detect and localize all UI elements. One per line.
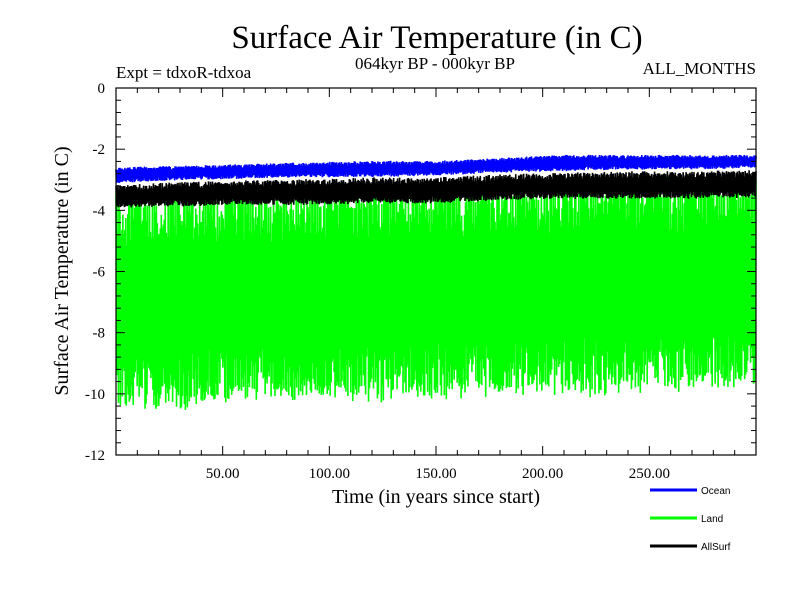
chart-title: Surface Air Temperature (in C) — [231, 20, 642, 56]
x-tick-label: 150.00 — [415, 466, 456, 482]
series-line-allsurf — [115, 170, 757, 208]
y-tick-label: -10 — [85, 387, 105, 403]
legend: Ocean Land AllSurf — [650, 486, 731, 553]
legend-label-allsurf: AllSurf — [701, 542, 731, 553]
y-tick-label: 0 — [98, 81, 106, 97]
x-axis-label: Time (in years since start) — [332, 486, 540, 508]
y-tick-label: -4 — [93, 203, 106, 219]
x-tick-label: 200.00 — [522, 466, 563, 482]
y-tick-label: -8 — [93, 326, 106, 342]
chart-subtitle-center: 064kyr BP - 000kyr BP — [355, 54, 515, 73]
x-tick-label: 50.00 — [206, 466, 240, 482]
x-tick-label: 100.00 — [309, 466, 350, 482]
series-line-ocean — [115, 154, 757, 183]
axis-layer: 50.00 100.00 150.00 200.00 250.00 0 -2 -4 -6 -8 -1… — [85, 81, 756, 482]
series-layer — [115, 154, 757, 410]
legend-label-ocean: Ocean — [701, 486, 730, 497]
y-tick-label: -12 — [85, 448, 105, 464]
chart-subtitle-left: Expt = tdxoR-tdxoa — [116, 63, 252, 82]
y-axis-label: Surface Air Temperature (in C) — [51, 146, 73, 395]
chart-subtitle-right: ALL_MONTHS — [643, 59, 756, 78]
y-tick-label: -6 — [93, 265, 106, 281]
y-tick-label: -2 — [93, 142, 106, 158]
x-tick-label: 250.00 — [629, 466, 670, 482]
legend-label-land: Land — [701, 514, 723, 525]
